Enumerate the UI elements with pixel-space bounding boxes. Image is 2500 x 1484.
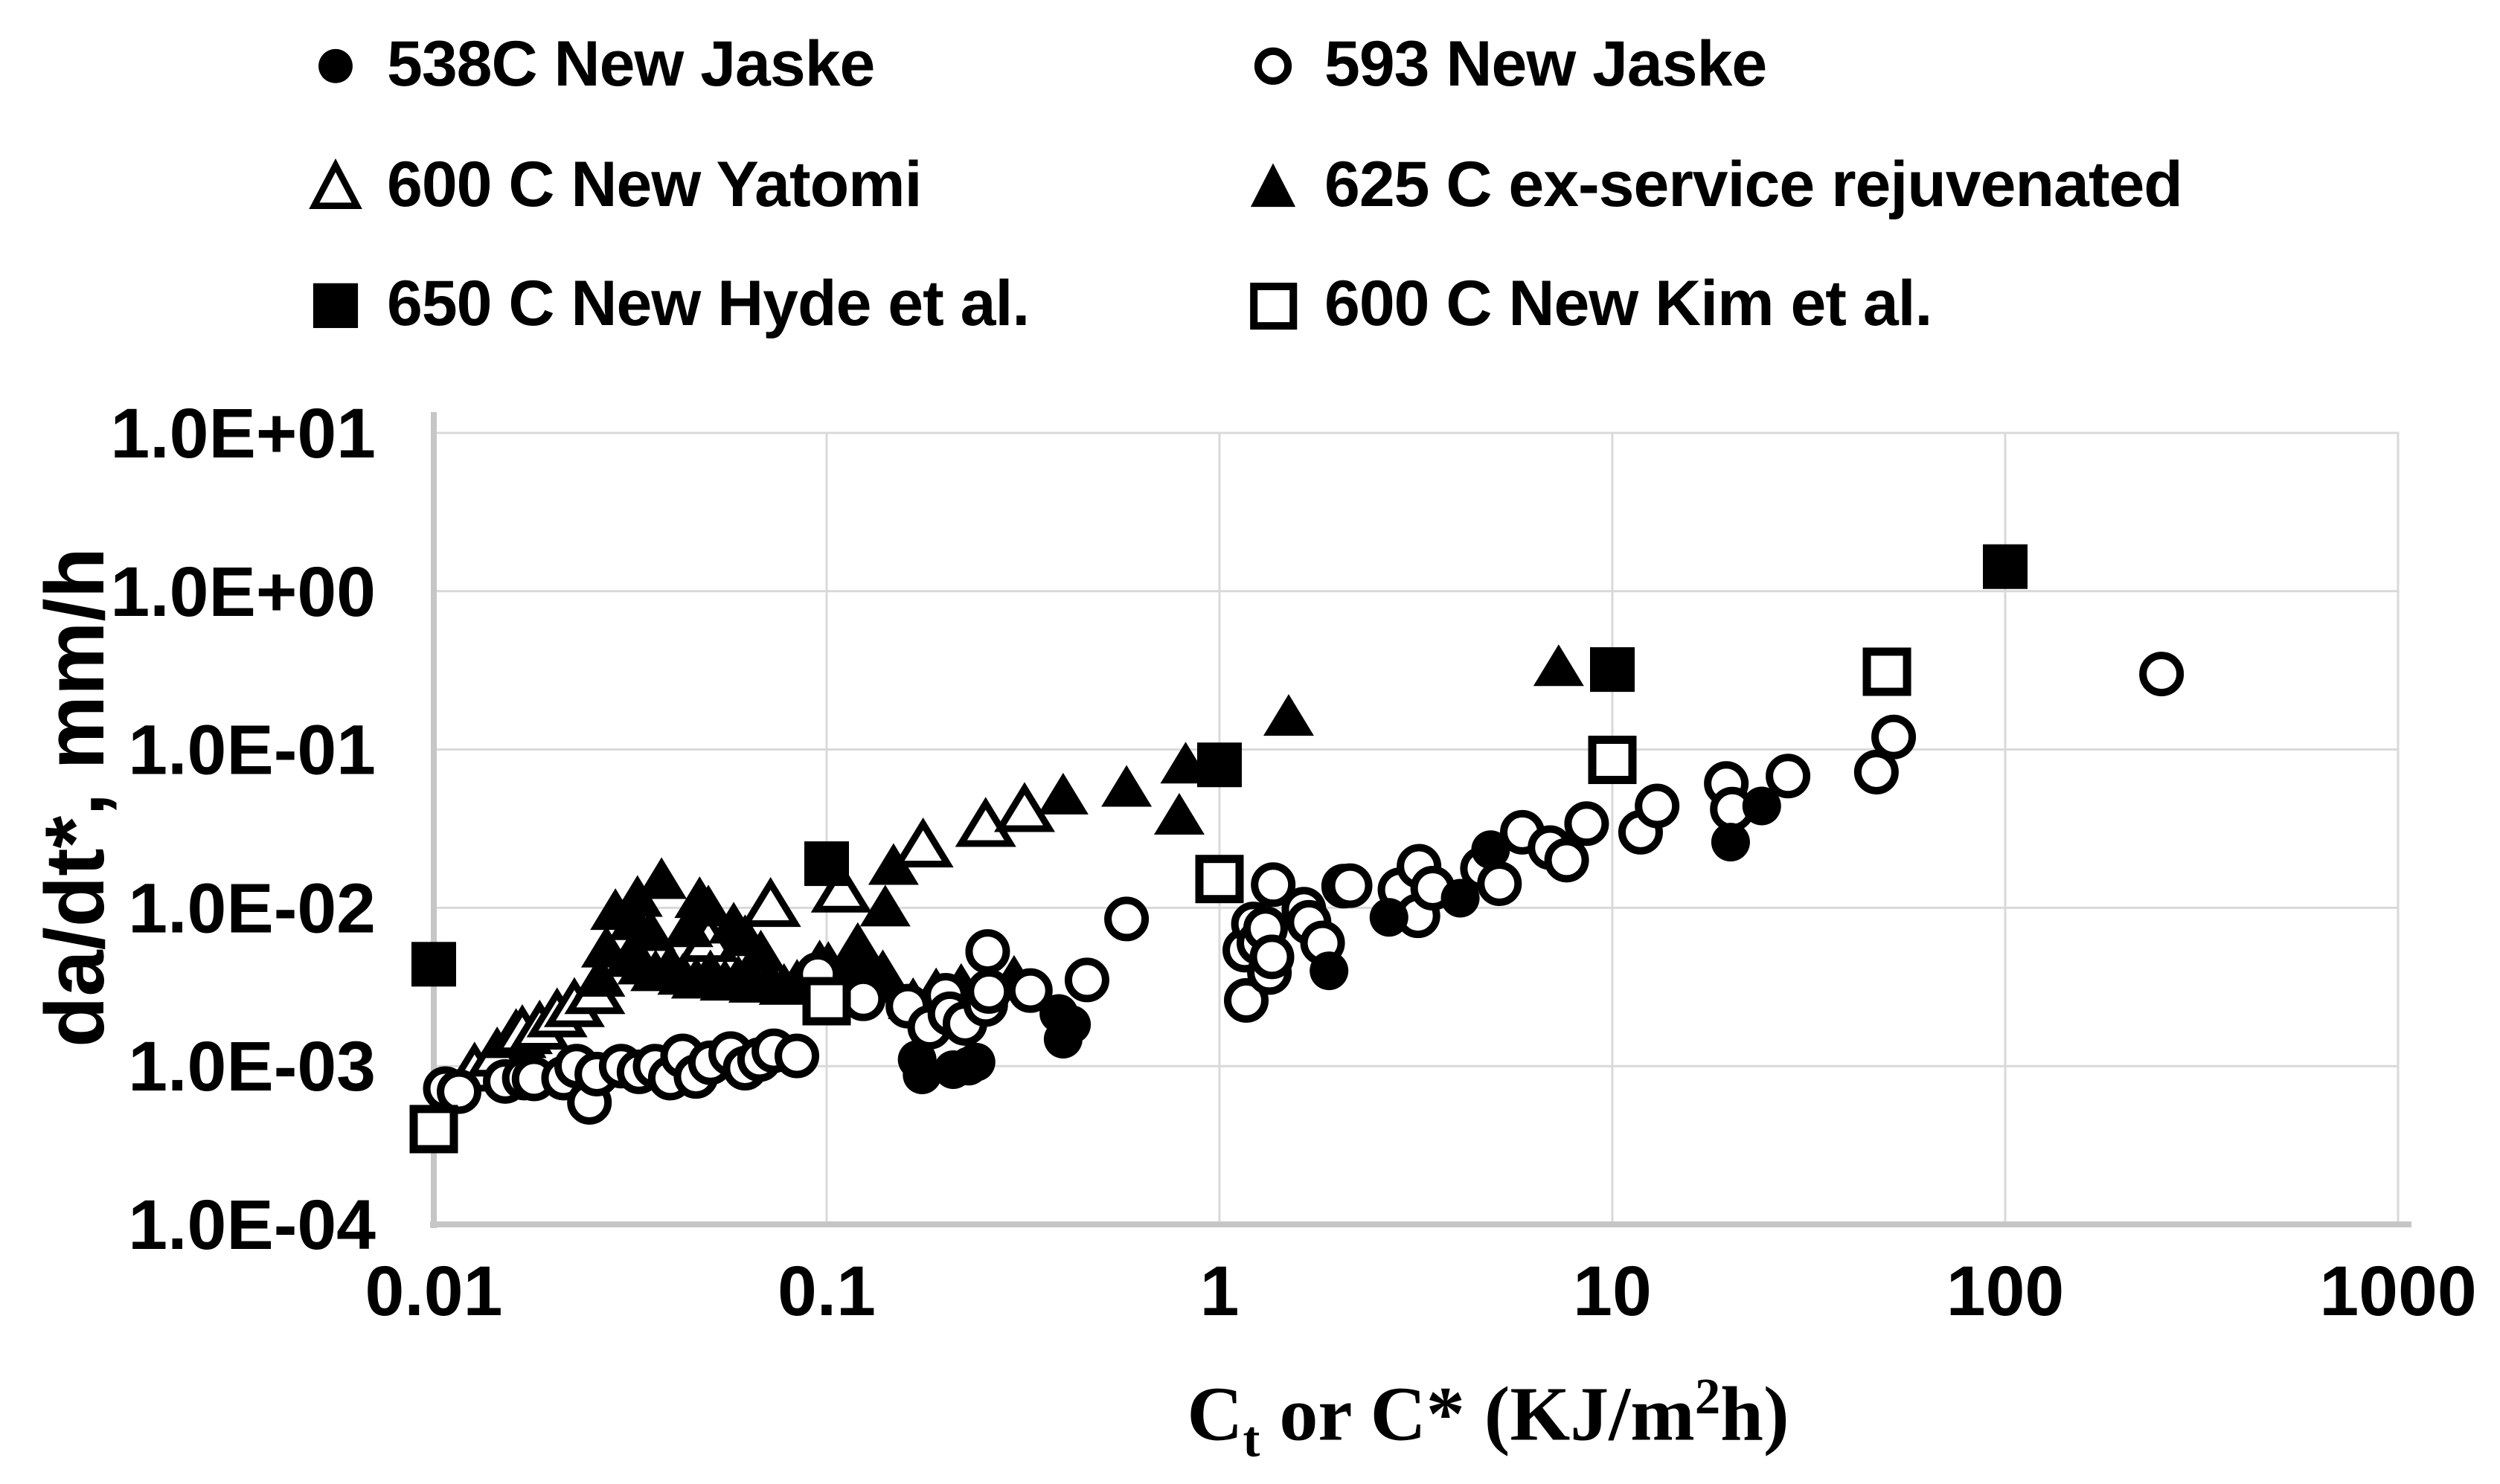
open-circle-point <box>1104 896 1150 942</box>
filled-triangle-point <box>1533 644 1584 687</box>
legend-item-650c-new-hyde: 650 C New Hyde et al. <box>304 259 1030 348</box>
x-tick-label: 1 <box>1200 1252 1240 1331</box>
y-axis-title: da/dt*, mm/h <box>28 547 121 1048</box>
open-square-point <box>802 977 851 1026</box>
open-circle-point <box>2139 652 2185 697</box>
x-tick-label: 1000 <box>2319 1252 2476 1331</box>
filled-circle-icon <box>318 48 353 83</box>
filled-square-point <box>411 942 456 987</box>
filled-triangle-point <box>636 857 688 899</box>
filled-triangle-point <box>612 875 663 917</box>
filled-triangle-point <box>574 954 626 997</box>
filled-triangle-point <box>625 909 676 951</box>
open-circle-point <box>1477 861 1522 906</box>
filled-square-icon <box>312 283 359 328</box>
open-circle-point <box>1766 754 1811 799</box>
legend-item-593-new-jaske: 593 New Jaske <box>1241 19 1767 109</box>
x-axis-title: Ct or C* (KJ/m2h) <box>1187 1368 1789 1468</box>
open-triangle-point <box>955 797 1016 847</box>
y-tick-label: 1.0E-02 <box>128 869 376 948</box>
legend-label: 625 C ex-service rejuvenated <box>1324 148 2183 220</box>
y-tick-label: 1.0E-01 <box>128 711 376 790</box>
open-circle-icon <box>1254 47 1292 85</box>
y-tick-label: 1.0E-03 <box>128 1027 376 1106</box>
open-circle-point <box>1007 968 1053 1013</box>
open-circle-point <box>965 929 1010 974</box>
legend-label: 600 C New Kim et al. <box>1324 267 1932 339</box>
legend-label: 593 New Jaske <box>1324 28 1767 100</box>
y-tick-label: 1.0E+01 <box>110 394 376 473</box>
y-tick-label: 1.0E-04 <box>128 1186 376 1265</box>
filled-circle-point <box>1440 878 1480 918</box>
legend-item-600c-new-kim: 600 C New Kim et al. <box>1241 259 1932 348</box>
legend-item-625c-ex-service: 625 C ex-service rejuvenated <box>1241 140 2183 229</box>
filled-circle-point <box>1711 823 1750 862</box>
open-circle-point <box>775 1033 820 1079</box>
open-circle-point <box>1064 957 1109 1003</box>
filled-triangle-point <box>868 843 919 885</box>
legend-label: 600 C New Yatomi <box>387 148 923 220</box>
legend-label: 538C New Jaske <box>387 28 875 100</box>
open-square-point <box>409 1105 458 1154</box>
filled-square-point <box>1983 544 2028 589</box>
filled-triangle-point <box>1153 793 1205 835</box>
filled-circle-point <box>956 1042 996 1082</box>
open-triangle-point <box>810 862 872 913</box>
open-square-point <box>1195 855 1244 904</box>
filled-circle-point <box>903 1056 942 1095</box>
x-tick-label: 0.01 <box>365 1252 503 1331</box>
open-circle-point <box>1327 863 1373 908</box>
open-circle-point <box>967 969 1012 1014</box>
open-circle-point <box>1249 934 1295 980</box>
legend-item-600c-new-yatomi: 600 C New Yatomi <box>304 140 923 229</box>
x-tick-label: 10 <box>1573 1252 1652 1331</box>
filled-triangle-point <box>735 929 786 971</box>
open-triangle-point <box>740 877 801 928</box>
open-circle-point <box>1635 783 1680 829</box>
open-circle-point <box>1871 714 1917 759</box>
filled-triangle-point <box>859 884 911 927</box>
filled-circle-point <box>1742 786 1781 826</box>
filled-circle-point <box>1052 1005 1092 1044</box>
open-square-point <box>1588 736 1637 785</box>
open-circle-point <box>1853 749 1899 794</box>
filled-circle-point <box>1471 830 1510 870</box>
filled-triangle-point <box>1037 772 1089 815</box>
legend-label: 650 C New Hyde et al. <box>387 267 1030 339</box>
x-tick-label: 0.1 <box>778 1252 876 1331</box>
open-circle-point <box>1224 977 1269 1023</box>
filled-square-point <box>804 841 849 887</box>
open-square-point <box>1862 647 1911 696</box>
open-triangle-point <box>993 782 1056 832</box>
filled-triangle-point <box>683 884 734 927</box>
x-tick-label: 100 <box>1946 1252 2065 1331</box>
filled-triangle-point <box>1101 765 1153 807</box>
filled-triangle-point <box>832 922 883 964</box>
filled-square-point <box>1590 647 1635 693</box>
filled-triangle-point <box>1263 694 1314 736</box>
filled-circle-point <box>1369 898 1408 937</box>
filled-triangle-icon <box>1250 163 1296 208</box>
open-circle-point <box>1564 801 1609 847</box>
filled-circle-point <box>1310 951 1349 991</box>
filled-square-point <box>1197 742 1242 788</box>
y-tick-label: 1.0E+00 <box>110 553 376 632</box>
open-triangle-icon <box>309 158 362 209</box>
open-triangle-point <box>892 817 954 868</box>
open-circle-point <box>1544 838 1589 883</box>
open-square-icon <box>1250 283 1298 330</box>
open-circle-point <box>1251 862 1296 908</box>
open-circle-point <box>437 1069 482 1114</box>
legend-item-538c-new-jaske: 538C New Jaske <box>304 19 875 109</box>
